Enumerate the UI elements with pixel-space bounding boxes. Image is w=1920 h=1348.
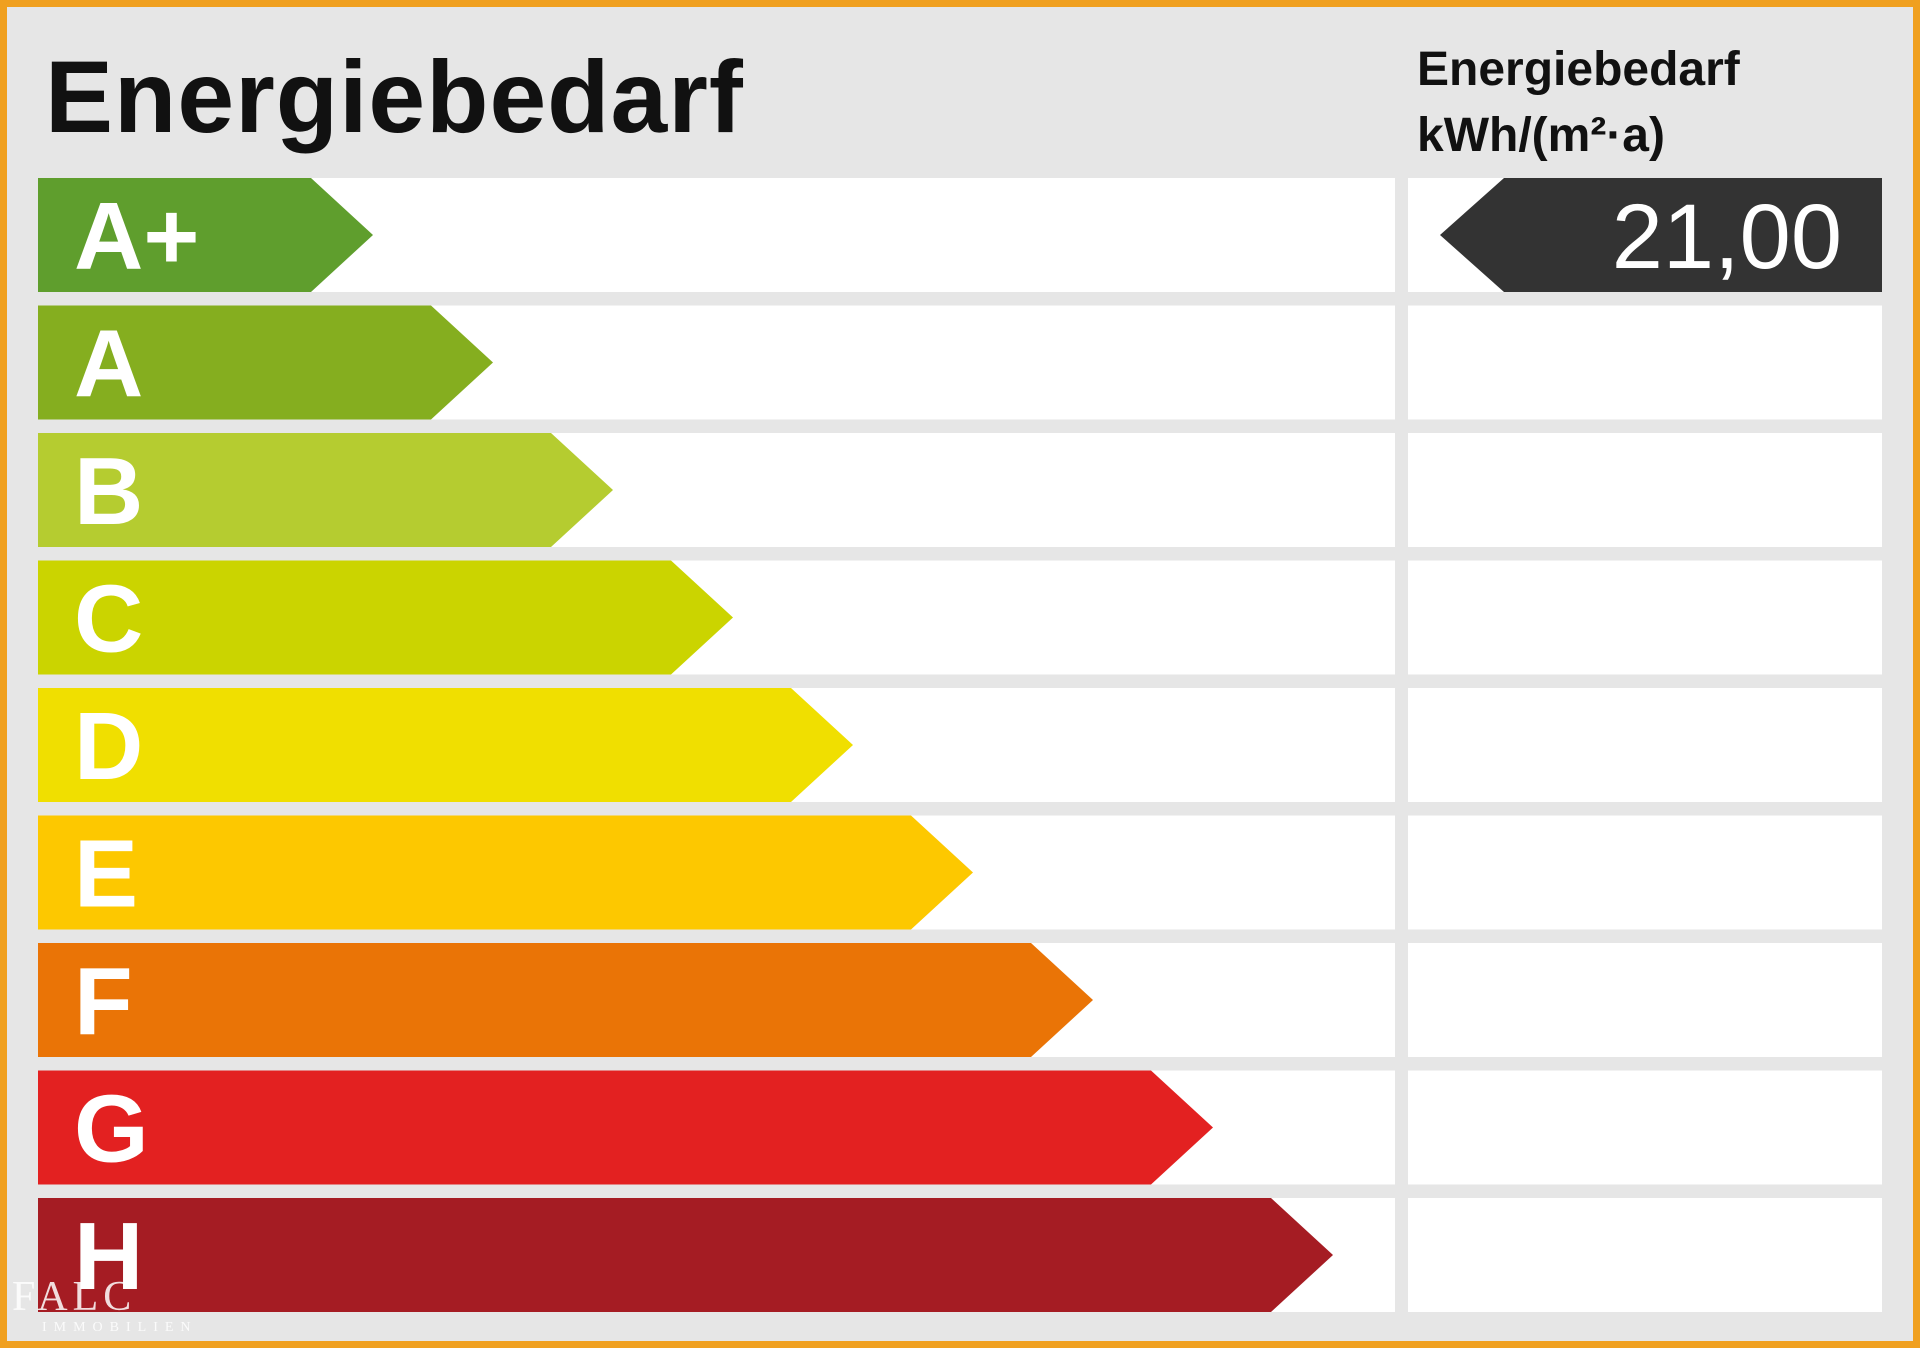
value-column-header-line-1: Energiebedarf xyxy=(1417,43,1740,96)
energy-row-c: C xyxy=(38,560,1882,675)
energy-class-label: D xyxy=(74,693,143,800)
energy-bar-d xyxy=(38,688,853,802)
chart-title: Energiebedarf xyxy=(45,40,744,154)
energy-class-label: H xyxy=(74,1203,143,1310)
energy-row-f: F xyxy=(38,943,1882,1057)
energy-class-label: E xyxy=(74,821,138,928)
energy-bar-a xyxy=(38,305,493,420)
value-cell xyxy=(1408,1198,1882,1312)
energy-class-label: B xyxy=(74,438,143,545)
value-cell xyxy=(1408,688,1882,802)
energy-row-e: E xyxy=(38,815,1882,930)
energy-row-g: G xyxy=(38,1070,1882,1185)
energy-bar-e xyxy=(38,815,973,930)
energy-row-a: A xyxy=(38,305,1882,420)
indicator-arrow xyxy=(1440,178,1882,292)
energy-class-label: C xyxy=(74,566,143,673)
energy-class-label: A+ xyxy=(74,183,199,290)
energy-class-label: G xyxy=(74,1076,149,1183)
value-column-header-line-2: kWh/(m²·a) xyxy=(1417,109,1665,162)
energy-class-label: A xyxy=(74,311,143,418)
value-cell xyxy=(1408,433,1882,547)
value-cell xyxy=(1408,815,1882,930)
watermark-sub: IMMOBILIEN xyxy=(42,1320,198,1335)
watermark-main: FALC xyxy=(12,1274,137,1320)
energy-bar-g xyxy=(38,1070,1213,1185)
energy-row-d: D xyxy=(38,688,1882,802)
value-column-header: Energiebedarf kWh/(m²·a) xyxy=(1417,37,1740,169)
energy-value-indicator: 21,00 xyxy=(1440,178,1882,292)
value-cell xyxy=(1408,305,1882,420)
energy-class-label: F xyxy=(74,948,133,1055)
energy-row-b: B xyxy=(38,433,1882,547)
value-cell xyxy=(1408,560,1882,675)
value-cell xyxy=(1408,1070,1882,1185)
energy-bar-h xyxy=(38,1198,1333,1312)
falc-logo-watermark: FALC IMMOBILIEN xyxy=(12,1275,198,1337)
energy-bar-b xyxy=(38,433,613,547)
energy-row-h: H xyxy=(38,1198,1882,1312)
energy-bar-f xyxy=(38,943,1093,1057)
value-cell xyxy=(1408,943,1882,1057)
energy-bar-a-plus xyxy=(38,178,373,292)
indicator-value: 21,00 xyxy=(1612,186,1842,288)
energy-bar-c xyxy=(38,560,733,675)
